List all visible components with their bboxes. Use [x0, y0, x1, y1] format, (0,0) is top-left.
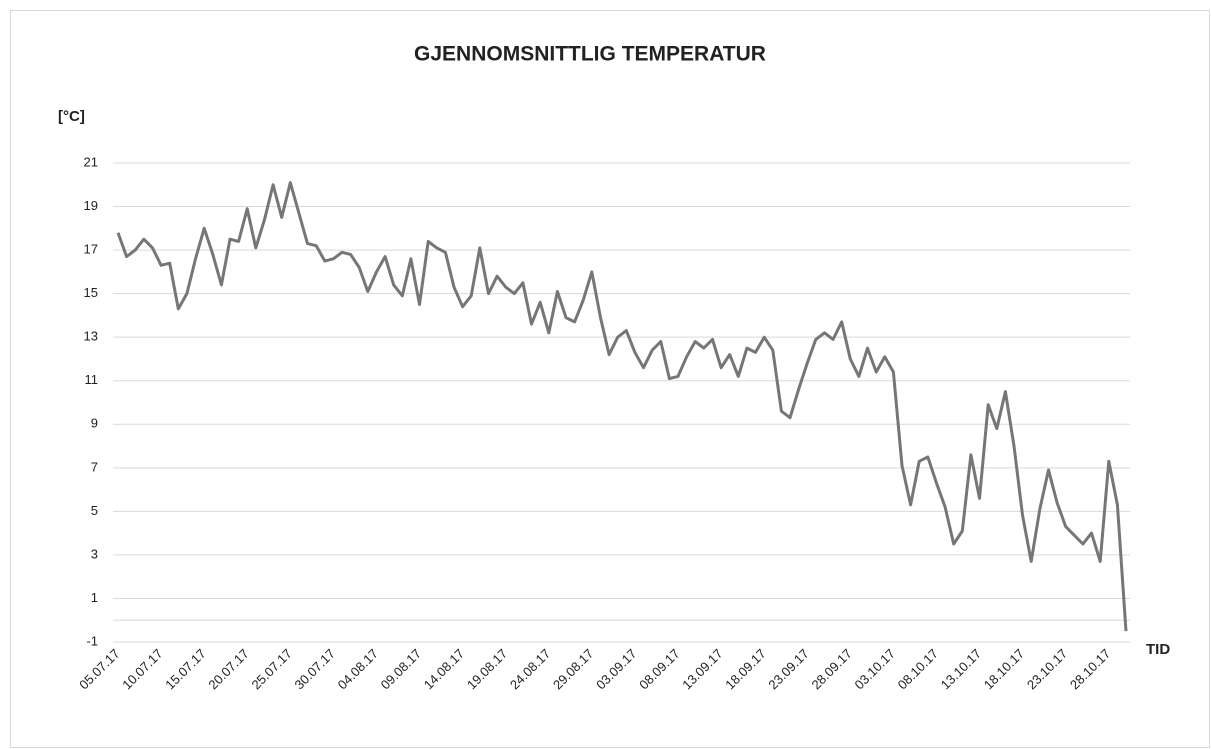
y-tick-label: 3 [91, 546, 98, 561]
data-line [116, 181, 1128, 632]
y-tick-label: 15 [84, 285, 98, 300]
y-tick-label: 19 [84, 198, 98, 213]
y-tick-label: 1 [91, 590, 98, 605]
y-tick-label: 17 [84, 242, 98, 257]
y-tick-label: -1 [86, 633, 98, 648]
y-tick-label: 21 [84, 154, 98, 169]
y-tick-label: 9 [91, 416, 98, 431]
y-tick-label: 13 [84, 329, 98, 344]
y-tick-label: 5 [91, 503, 98, 518]
y-axis-label: [°C] [58, 108, 85, 125]
y-tick-label: 11 [85, 372, 99, 387]
x-axis-label: TID [1146, 641, 1170, 658]
chart-frame [10, 10, 1210, 748]
chart-title: GJENNOMSNITTLIG TEMPERATUR [414, 43, 766, 66]
y-tick-label: 7 [91, 459, 98, 474]
